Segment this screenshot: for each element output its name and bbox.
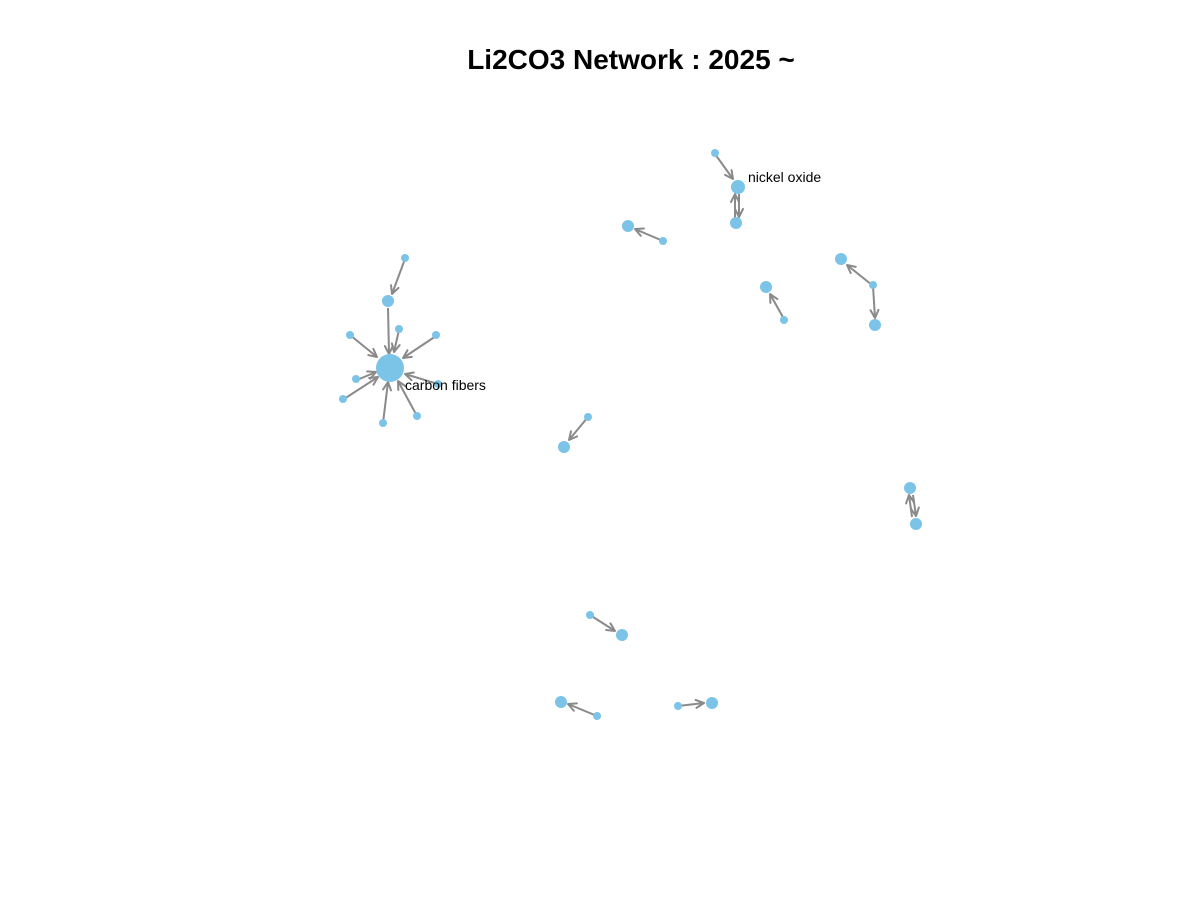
node (674, 702, 682, 710)
node (382, 295, 394, 307)
node (730, 217, 742, 229)
chart-title: Li2CO3 Network : 2025 ~ (467, 44, 795, 75)
node-carbon-fibers (376, 354, 404, 382)
label-layer: carbon fibers nickel oxide (405, 169, 821, 393)
node-nickel-oxide (731, 180, 745, 194)
node (352, 375, 360, 383)
edge (404, 371, 439, 385)
node (339, 395, 347, 403)
edge (846, 264, 873, 286)
edge (356, 370, 377, 381)
edge (677, 698, 705, 709)
edge (397, 380, 418, 417)
label-nickel-oxide: nickel oxide (748, 169, 821, 185)
edge (383, 307, 394, 355)
node (760, 281, 772, 293)
node (869, 319, 881, 331)
edge (349, 334, 378, 358)
edge (567, 702, 598, 717)
edge (589, 614, 616, 632)
node (711, 149, 719, 157)
edge (402, 335, 437, 359)
edge (909, 494, 920, 517)
node-layer (339, 149, 922, 720)
node (401, 254, 409, 262)
node (434, 380, 442, 388)
node (346, 331, 354, 339)
edge (382, 381, 393, 424)
node (616, 629, 628, 641)
edge (390, 258, 406, 295)
node (558, 441, 570, 453)
node (706, 697, 718, 709)
edge (390, 329, 401, 353)
node (835, 253, 847, 265)
node (413, 412, 421, 420)
node (869, 281, 877, 289)
node (586, 611, 594, 619)
edge (714, 153, 734, 180)
node (555, 696, 567, 708)
node (910, 518, 922, 530)
node (593, 712, 601, 720)
node (379, 419, 387, 427)
node (780, 316, 788, 324)
node (395, 325, 403, 333)
label-carbon-fibers: carbon fibers (405, 377, 486, 393)
node (584, 413, 592, 421)
edge (769, 293, 785, 320)
node (622, 220, 634, 232)
edge (905, 494, 916, 518)
node (432, 331, 440, 339)
node (659, 237, 667, 245)
edge-layer (343, 153, 920, 717)
edge (568, 416, 589, 441)
edge (869, 285, 880, 319)
node (904, 482, 916, 494)
edge (343, 376, 379, 400)
edge (634, 227, 664, 242)
